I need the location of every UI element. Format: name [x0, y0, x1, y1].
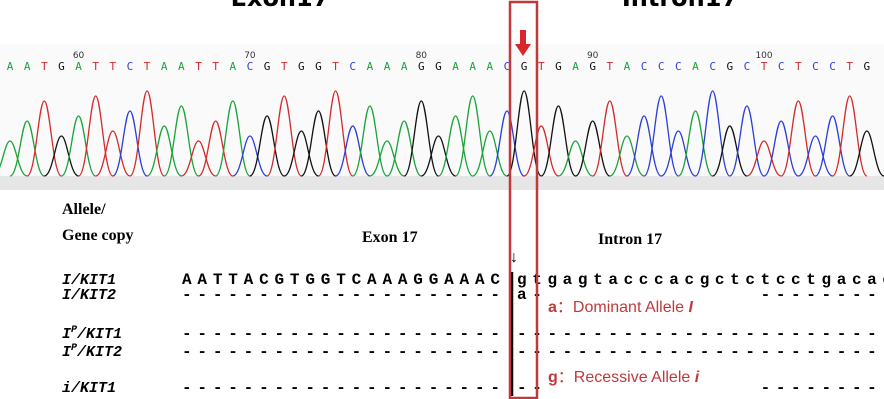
- base-call: G: [298, 60, 305, 73]
- column-header: Gene copy: [62, 227, 134, 244]
- base-call: T: [538, 60, 545, 73]
- base-call: A: [7, 60, 14, 73]
- allele-label: i/KIT1: [62, 380, 116, 397]
- annotation-symbol: I: [689, 299, 694, 316]
- position-number: 80: [416, 51, 428, 61]
- base-call: T: [212, 60, 219, 73]
- base-call: A: [384, 60, 391, 73]
- base-call: C: [709, 60, 716, 73]
- base-call: T: [761, 60, 768, 73]
- base-call: C: [744, 60, 751, 73]
- figure: Exon17 Intron17 AATGATTCTAATTACGTGGTCAAA…: [0, 0, 884, 399]
- base-call: T: [281, 60, 288, 73]
- base-call: T: [846, 60, 853, 73]
- base-call: G: [315, 60, 322, 73]
- allele-label: IP/KIT2: [62, 343, 122, 361]
- exon-sequence: ---------------------: [182, 343, 500, 361]
- annotation-letter: g: [548, 369, 558, 386]
- base-call: T: [606, 60, 613, 73]
- base-call: C: [778, 60, 785, 73]
- base-call: A: [75, 60, 82, 73]
- base-call: C: [829, 60, 836, 73]
- base-call: T: [795, 60, 802, 73]
- base-call: G: [589, 60, 596, 73]
- base-call: G: [435, 60, 442, 73]
- annotation-symbol: i: [695, 369, 700, 386]
- base-call: G: [726, 60, 733, 73]
- base-call: A: [401, 60, 408, 73]
- base-call: A: [24, 60, 31, 73]
- label-part: /KIT1: [76, 326, 122, 343]
- label-part: /KIT2: [76, 344, 122, 361]
- annotation: g：Recessive Allele i: [548, 369, 700, 386]
- annotation-text: ：Recessive Allele: [558, 369, 695, 386]
- label-part: /KIT2: [70, 287, 116, 304]
- position-number: 90: [587, 51, 599, 61]
- exon-sequence: ---------------------: [182, 286, 500, 304]
- base-call: T: [144, 60, 151, 73]
- base-call: C: [247, 60, 254, 73]
- base-call: A: [367, 60, 374, 73]
- annotation-text: ：Dominant Allele: [557, 299, 689, 316]
- chromatogram-footer: [0, 176, 884, 190]
- base-call: C: [812, 60, 819, 73]
- intron-sequence: -------------------------: [517, 343, 884, 361]
- column-header: Allele/: [62, 201, 106, 218]
- base-call: G: [418, 60, 425, 73]
- annotation-letter: a: [548, 299, 557, 316]
- base-call: A: [178, 60, 185, 73]
- base-call: C: [127, 60, 134, 73]
- annotation: a：Dominant Allele I: [548, 299, 694, 316]
- base-call: T: [195, 60, 202, 73]
- base-call: G: [555, 60, 562, 73]
- base-call: A: [572, 60, 579, 73]
- base-call: A: [469, 60, 476, 73]
- base-call: C: [641, 60, 648, 73]
- allele-label: I/KIT2: [62, 287, 116, 304]
- base-call: T: [41, 60, 48, 73]
- base-call: G: [521, 60, 528, 73]
- base-call: A: [229, 60, 236, 73]
- position-number: 70: [244, 51, 256, 61]
- intron-sequence: -------------------------: [517, 325, 884, 343]
- label-part: i: [62, 380, 71, 397]
- base-call: A: [624, 60, 631, 73]
- base-call: T: [110, 60, 117, 73]
- base-call: A: [487, 60, 494, 73]
- base-call: A: [452, 60, 459, 73]
- position-number: 60: [73, 51, 85, 61]
- position-number: 100: [755, 51, 772, 61]
- base-call: G: [264, 60, 271, 73]
- base-call: T: [92, 60, 99, 73]
- exon-sequence: ---------------------: [182, 325, 500, 343]
- column-header: Intron 17: [598, 231, 662, 248]
- base-call: T: [332, 60, 339, 73]
- base-call: G: [864, 60, 871, 73]
- allele-label: IP/KIT1: [62, 325, 122, 343]
- exon-sequence: ---------------------: [182, 379, 500, 397]
- base-call: G: [58, 60, 65, 73]
- label-part: /KIT1: [70, 380, 116, 397]
- column-header: Exon 17: [362, 229, 418, 246]
- base-call: C: [658, 60, 665, 73]
- base-call: A: [161, 60, 168, 73]
- base-call: C: [675, 60, 682, 73]
- base-call: C: [349, 60, 356, 73]
- base-call: A: [692, 60, 699, 73]
